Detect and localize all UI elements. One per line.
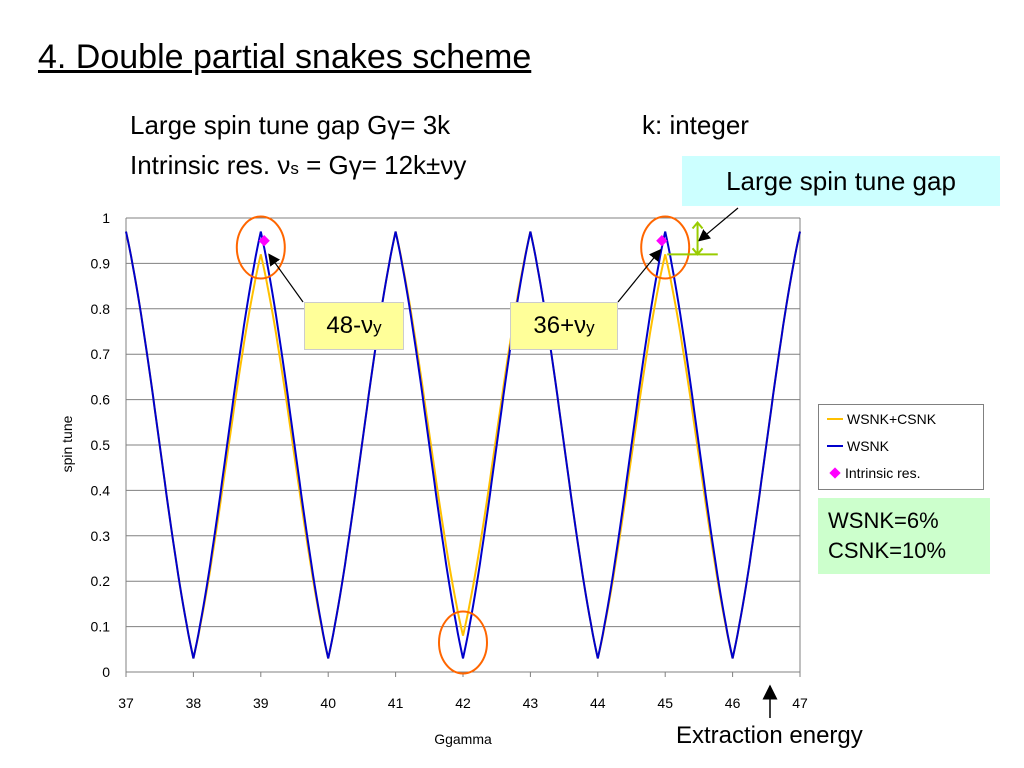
- gap-callout-arrow: [697, 207, 739, 242]
- highlight-ellipse-42: [438, 610, 488, 675]
- x-tick-label-9: 46: [725, 695, 741, 711]
- y-tick-label-4: 0.4: [91, 482, 111, 498]
- series-layer: [125, 231, 801, 659]
- extraction-energy-label: Extraction energy: [676, 722, 863, 749]
- highlight-ellipse-39: [235, 215, 286, 280]
- intrinsic-res-sub: s: [290, 159, 299, 178]
- x-tick-label-1: 38: [186, 695, 202, 711]
- x-tick-label-6: 43: [523, 695, 539, 711]
- legend-item-intrinsic: Intrinsic res.: [827, 463, 920, 483]
- csnk-strength: CSNK=10%: [828, 538, 947, 563]
- x-tick-label-7: 44: [590, 695, 606, 711]
- label-48-minus-nuy: 48-νy: [304, 302, 404, 350]
- intrinsic-res-point-1: [656, 235, 668, 247]
- leader-arrow-36: [617, 248, 662, 303]
- intrinsic-res-text-a: Intrinsic res. ν: [130, 150, 291, 180]
- chart-legend: WSNK+CSNK WSNK Intrinsic res.: [818, 404, 984, 490]
- slide-title: 4. Double partial snakes scheme: [38, 38, 532, 76]
- y-tick-label-5: 0.5: [91, 437, 111, 453]
- annotation-layer: [235, 207, 778, 718]
- x-tick-labels: 37 38 39 40 41 42 43 44 45 46 47: [118, 695, 808, 711]
- label-36-sub: y: [586, 318, 595, 337]
- legend-swatch-wsnk-csnk: [827, 418, 843, 420]
- legend-label-intrinsic: Intrinsic res.: [845, 465, 921, 481]
- gap-arrowhead-top: [691, 220, 704, 230]
- series-line-wsnk-csnk: [125, 231, 801, 659]
- legend-marker-intrinsic: [829, 467, 841, 479]
- x-tick-label-5: 42: [455, 695, 471, 711]
- snake-strength-box: WSNK=6% CSNK=10%: [818, 498, 990, 574]
- x-tick-label-4: 41: [388, 695, 404, 711]
- legend-item-wsnk-csnk: WSNK+CSNK: [827, 409, 936, 429]
- intrinsic-res-point-0: [258, 235, 270, 247]
- y-tick-label-8: 0.8: [91, 301, 111, 317]
- label-36-plus-nuy: 36+νy: [510, 302, 618, 350]
- legend-label-wsnk-csnk: WSNK+CSNK: [847, 411, 937, 427]
- intrinsic-res-text-b: = Gγ= 12k±νy: [298, 150, 467, 180]
- legend-item-wsnk: WSNK: [827, 436, 889, 456]
- highlight-ellipse-45: [640, 215, 691, 280]
- y-axis-title: spin tune: [59, 415, 75, 472]
- k-integer-line: k: integer: [642, 110, 749, 141]
- wsnk-strength: WSNK=6%: [828, 508, 939, 533]
- y-tick-label-10: 1: [102, 210, 110, 226]
- label-36-text: 36+ν: [533, 312, 587, 339]
- x-axis-title: Ggamma: [434, 731, 492, 747]
- intrinsic-res-line: Intrinsic res. νs = Gγ= 12k±νy: [130, 150, 466, 181]
- x-tick-label-2: 39: [253, 695, 269, 711]
- y-tick-label-3: 0.3: [91, 528, 111, 544]
- x-tick-label-8: 45: [657, 695, 673, 711]
- x-tick-label-3: 40: [320, 695, 336, 711]
- gap-arrowhead-bottom: [691, 247, 704, 256]
- chart-grid: [125, 217, 801, 677]
- label-48-sub: y: [373, 318, 382, 337]
- label-48-text: 48-ν: [326, 312, 374, 339]
- spin-gap-text: Large spin tune gap Gγ= 3k: [130, 110, 451, 140]
- y-tick-label-9: 0.9: [91, 255, 111, 271]
- y-tick-label-2: 0.2: [91, 573, 111, 589]
- k-integer-text: k: integer: [642, 110, 749, 140]
- y-tick-labels: 0 0.1 0.2 0.3 0.4 0.5 0.6 0.7 0.8 0.9 1: [91, 210, 111, 680]
- y-tick-label-0: 0: [102, 664, 110, 680]
- legend-swatch-wsnk: [827, 445, 843, 447]
- y-tick-label-6: 0.6: [91, 392, 111, 408]
- x-tick-label-0: 37: [118, 695, 134, 711]
- y-tick-label-7: 0.7: [91, 346, 111, 362]
- legend-label-wsnk: WSNK: [847, 438, 889, 454]
- large-spin-tune-gap-callout: Large spin tune gap: [682, 156, 1000, 206]
- y-tick-label-1: 0.1: [91, 619, 111, 635]
- series-line-wsnk: [125, 231, 801, 659]
- leader-arrow-48: [268, 253, 304, 303]
- x-tick-label-10: 47: [792, 695, 808, 711]
- spin-gap-line: Large spin tune gap Gγ= 3k: [130, 110, 450, 141]
